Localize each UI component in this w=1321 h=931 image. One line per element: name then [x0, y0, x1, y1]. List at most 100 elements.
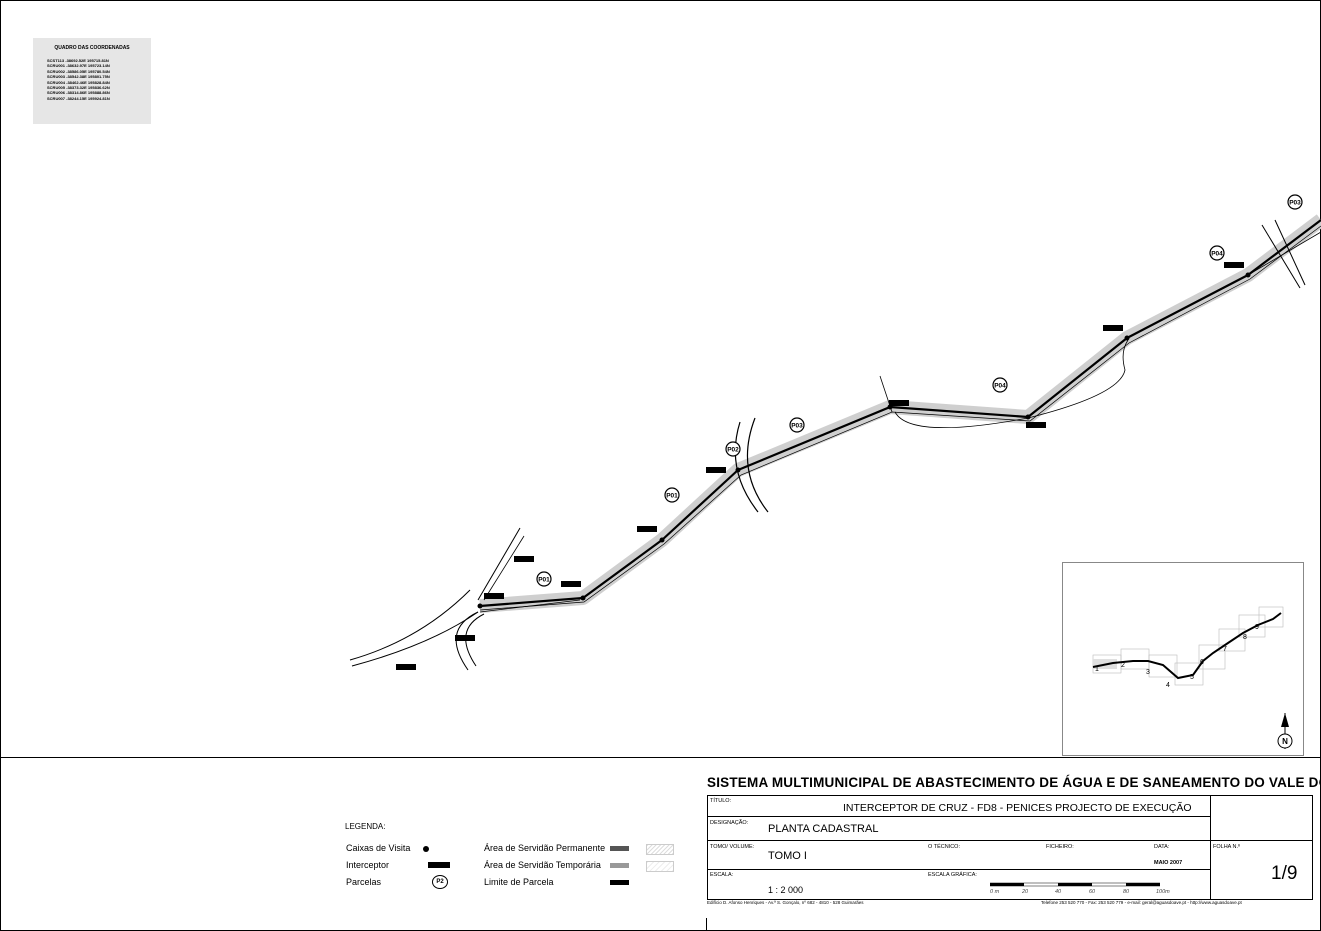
manhole-tag [396, 664, 416, 670]
parcel-boundary [477, 527, 521, 601]
parcel-label: P04 [1211, 251, 1223, 258]
folha-label: FOLHA N.º [1213, 844, 1241, 850]
tomo-cell: TOMO/ VOLUME: TOMO I O TÉCNICO: FICHEIRO… [708, 841, 1211, 870]
parcel-label: P04 [994, 383, 1006, 390]
coordinates-row: SCRU005 -38373.32E 195836.62N [47, 85, 110, 91]
manhole-marker [1124, 335, 1130, 341]
manhole-marker [1025, 414, 1031, 420]
manhole-tag [637, 526, 657, 532]
road-line [1274, 219, 1306, 286]
manhole-tag [484, 593, 504, 599]
scale-tick: 100m [1156, 889, 1170, 895]
parcel-marker: P04 [1209, 245, 1225, 261]
tecnico-label: O TÉCNICO: [928, 844, 960, 850]
legend-item-parcel-limit: Limite de Parcela [484, 877, 554, 887]
escala-grafica-label: ESCALA GRÁFICA: [928, 872, 977, 878]
inset-number: 3 [1146, 669, 1150, 676]
north-arrow-icon: N [1277, 713, 1293, 749]
coordinates-row: SCRU007 -38244.15E 195924.81N [47, 95, 110, 101]
manhole-tag [514, 556, 534, 562]
legend-item-manholes: Caixas de Visita [346, 843, 411, 853]
folha-cell: FOLHA N.º 1/9 [1211, 841, 1312, 899]
manhole-tag [455, 635, 475, 641]
legend-temporary-hatch [646, 861, 674, 872]
manhole-marker [1245, 272, 1251, 278]
coordinates-row: SCRU002 -38586.05E 195780.54N [47, 68, 110, 74]
coordinates-row: SCST113 -38692.52E 195715.81N [47, 58, 109, 63]
text-cursor [706, 918, 707, 930]
escala-label: ESCALA: [710, 872, 734, 878]
tomo-label: TOMO/ VOLUME: [710, 844, 755, 850]
parcel-marker: P04 [992, 377, 1008, 393]
coordinates-row: SCRU004 -38462.46E 195828.84N [47, 79, 110, 85]
address-line: Edifício D. Afonso Henriques - Av.ª S. G… [707, 900, 864, 905]
parcel-label: P02 [727, 447, 739, 454]
manhole-tag [1103, 325, 1123, 331]
servitude-corridor [479, 214, 1321, 613]
legend-permanent-symbol [610, 846, 629, 851]
designacao-label: DESIGNAÇÃO: [710, 820, 749, 826]
parcel-marker: P01 [536, 571, 552, 587]
sheet-divider [0, 757, 1321, 758]
manhole-marker [477, 603, 483, 609]
parcel-label: P01 [538, 577, 550, 584]
road-line [1261, 224, 1301, 289]
legend-temporary-symbol [610, 863, 629, 868]
parcel-marker: P02 [725, 441, 741, 457]
designacao-cell: DESIGNAÇÃO: PLANTA CADASTRAL [708, 817, 1211, 841]
inset-drawing: 1 2 3 4 5 6 7 8 9 N [1092, 606, 1293, 749]
coordinates-row: SCRU001 -38632.97E 195723.14N [47, 63, 110, 69]
manhole-marker [659, 537, 665, 543]
legend-item-permanent-servitude: Área de Servidão Permanente [484, 843, 606, 853]
scale-tick: 80 [1123, 889, 1130, 895]
manhole-tag [706, 467, 726, 473]
contacts-line: Telefone 253 520 770 - Fax: 253 520 779 … [1041, 900, 1242, 905]
parcel-label: P01 [666, 493, 678, 500]
manhole-tag [1026, 422, 1046, 428]
inset-key-map: 1 2 3 4 5 6 7 8 9 N [1062, 562, 1304, 756]
titulo-value: INTERCEPTOR DE CRUZ - FD8 - PENICES PROJ… [843, 802, 1192, 814]
inset-number: 5 [1190, 674, 1194, 681]
escala-value: 1 : 2 000 [768, 885, 804, 895]
coordinates-rows: SCST113 -38692.52E 195715.81N SCRU001 -3… [47, 58, 151, 101]
title-block-grid: TÍTULO: INTERCEPTOR DE CRUZ - FD8 - PENI… [707, 795, 1313, 900]
legend-permanent-hatch [646, 844, 674, 855]
scale-tick: 60 [1089, 889, 1096, 895]
legend-interceptor-symbol [428, 862, 450, 868]
manholes [477, 272, 1251, 609]
inset-number: 6 [1200, 659, 1204, 666]
parcel-marker: P03 [1287, 194, 1303, 210]
manhole-tag [561, 581, 581, 587]
road-line [746, 417, 769, 513]
inset-number: 8 [1243, 634, 1247, 641]
parcel-boundary [894, 411, 1029, 429]
scale-tick: 40 [1055, 889, 1062, 895]
data-value: MAIO 2007 [1154, 860, 1183, 866]
parcel-marker: P01 [664, 487, 680, 503]
system-name: SISTEMA MULTIMUNICIPAL DE ABASTECIMENTO … [707, 775, 1321, 790]
graphic-scale-bar [990, 882, 1160, 887]
titulo-label: TÍTULO: [710, 798, 732, 804]
parcel-boundary [1247, 231, 1321, 276]
legend-title: LEGENDA: [345, 822, 386, 831]
inset-numbers: 1 2 3 4 5 6 7 8 9 [1095, 624, 1259, 689]
legend-parcel-symbol: P2 [432, 875, 448, 889]
folha-value: 1/9 [1271, 863, 1298, 884]
parcel-boundary [1027, 339, 1129, 419]
tomo-value: TOMO I [768, 850, 807, 862]
legend-item-interceptor: Interceptor [346, 860, 390, 870]
blank-cell [1211, 796, 1312, 841]
manhole-marker [735, 467, 741, 473]
parcel-markers: P01 P01 P02 P03 P04 P04 P03 [536, 194, 1303, 587]
legend-item-parcels: Parcelas [346, 877, 382, 887]
manhole-tag [1224, 262, 1244, 268]
manhole-tags [396, 262, 1244, 670]
designacao-value: PLANTA CADASTRAL [768, 823, 879, 835]
parcel-marker: P03 [789, 417, 805, 433]
legend-item-temporary-servitude: Área de Servidão Temporária [484, 860, 601, 870]
coordinates-row: SCRU006 -38314.86E 195888.86N [47, 90, 110, 96]
scale-tick: 0 m [990, 889, 1000, 895]
manhole-marker [580, 595, 586, 601]
cadastral-map: P01 P01 P02 P03 P04 P04 P03 [349, 194, 1321, 671]
coordinates-table: QUADRO DAS COORDENADAS SCST113 -38692.52… [33, 38, 151, 124]
